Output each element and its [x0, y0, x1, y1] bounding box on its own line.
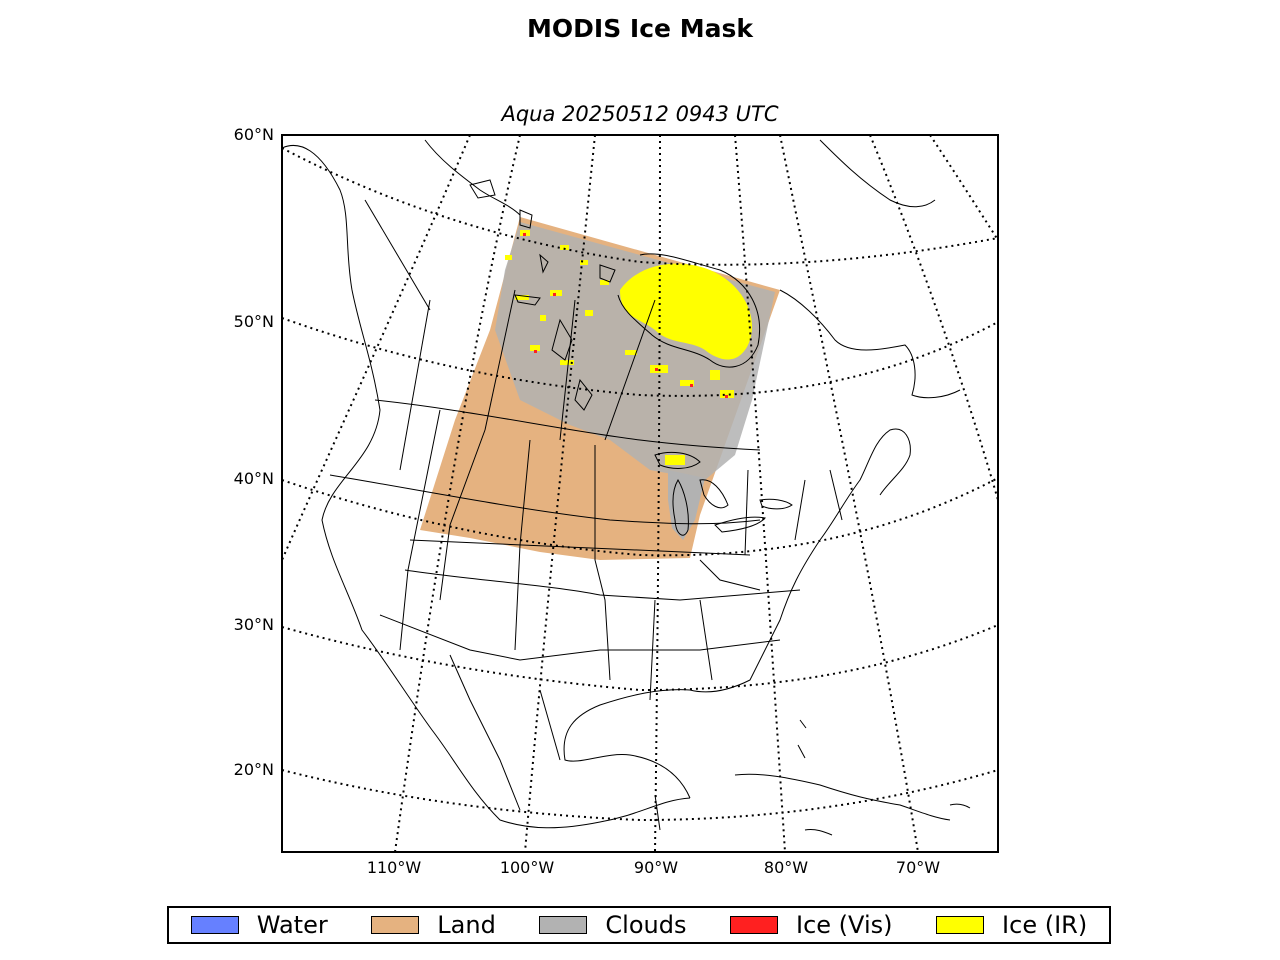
water-swatch — [190, 916, 239, 934]
legend-label-land: Land — [437, 911, 496, 939]
legend-label-water: Water — [256, 911, 328, 939]
legend-label-clouds: Clouds — [605, 911, 687, 939]
lon-label-80w: 80°W — [763, 858, 809, 877]
lon-label-110w: 110°W — [366, 858, 422, 877]
lat-label-60n: 60°N — [233, 125, 274, 144]
lat-label-20n: 20°N — [233, 760, 274, 779]
legend-label-ice-vis: Ice (Vis) — [796, 911, 893, 939]
clouds-swatch — [539, 916, 588, 934]
graticule-meridians — [282, 135, 998, 852]
map-subtitle: Aqua 20250512 0943 UTC — [501, 102, 779, 126]
state-province-borders — [329, 199, 843, 831]
legend-item-clouds: Clouds — [539, 911, 686, 939]
lon-label-100w: 100°W — [499, 858, 555, 877]
legend-label-ice-ir: Ice (IR) — [1002, 911, 1088, 939]
figure-title: MODIS Ice Mask — [527, 14, 753, 43]
legend: Water Land Clouds Ice (Vis) Ice (IR) — [167, 906, 1111, 944]
great-lakes — [654, 451, 793, 536]
land-swatch — [371, 916, 420, 934]
ice-vis-speckles — [523, 233, 728, 398]
lon-label-90w: 90°W — [633, 858, 679, 877]
lat-label-50n: 50°N — [233, 312, 274, 331]
lon-label-70w: 70°W — [895, 858, 941, 877]
ice-ir-hudson-bay — [620, 263, 753, 360]
graticule-parallels — [282, 147, 998, 822]
legend-item-water: Water — [190, 911, 328, 939]
legend-item-ice-vis: Ice (Vis) — [730, 911, 892, 939]
ice-vis-swatch — [730, 916, 779, 934]
ice-ir-swatch — [936, 916, 985, 934]
legend-item-ice-ir: Ice (IR) — [936, 911, 1087, 939]
map-frame — [281, 134, 999, 853]
lat-label-30n: 30°N — [233, 615, 274, 634]
canadian-lakes — [469, 179, 616, 411]
lat-label-40n: 40°N — [233, 469, 274, 488]
legend-item-land: Land — [371, 911, 496, 939]
coastlines — [282, 139, 971, 836]
